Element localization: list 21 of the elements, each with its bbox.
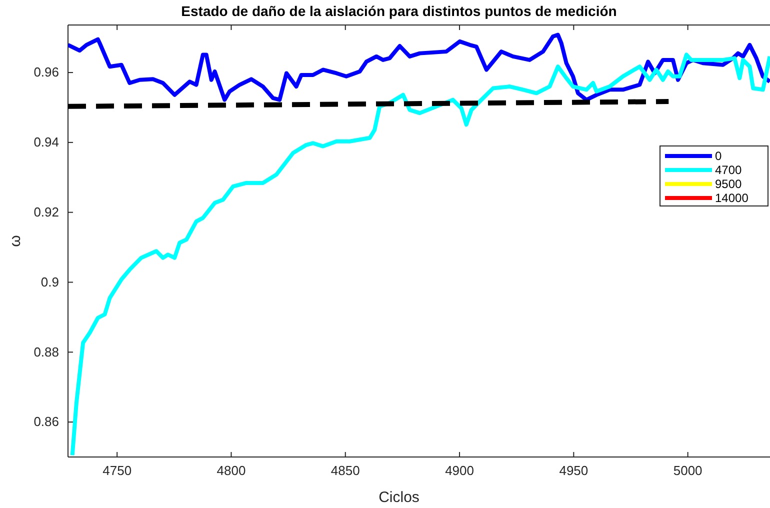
line-series xyxy=(70,52,770,457)
chart-title: Estado de daño de la aislación para distintos puntos de medición xyxy=(181,3,617,19)
legend-label: 9500 xyxy=(715,176,742,191)
y-tick-label: 0.94 xyxy=(34,134,59,150)
y-tick-label: 0.88 xyxy=(34,344,59,360)
x-tick-label: 4850 xyxy=(330,463,360,478)
legend-label: 0 xyxy=(715,148,722,163)
y-tick-label: 0.86 xyxy=(34,414,59,430)
x-tick-label: 4950 xyxy=(559,463,588,478)
x-tick-label: 4800 xyxy=(216,463,246,478)
x-tick-label: 4900 xyxy=(445,463,474,478)
y-axis-title: ω xyxy=(7,234,24,247)
line-series xyxy=(68,32,770,102)
y-tick-label: 0.9 xyxy=(40,274,59,290)
x-tick-label: 4750 xyxy=(102,463,132,478)
x-tick-label: 5000 xyxy=(673,463,702,478)
legend-label: 14000 xyxy=(715,190,749,205)
y-tick-label: 0.96 xyxy=(34,64,59,80)
x-axis-title: Ciclos xyxy=(378,489,420,506)
y-tick-label: 0.92 xyxy=(34,204,59,220)
legend-label: 4700 xyxy=(715,162,742,177)
